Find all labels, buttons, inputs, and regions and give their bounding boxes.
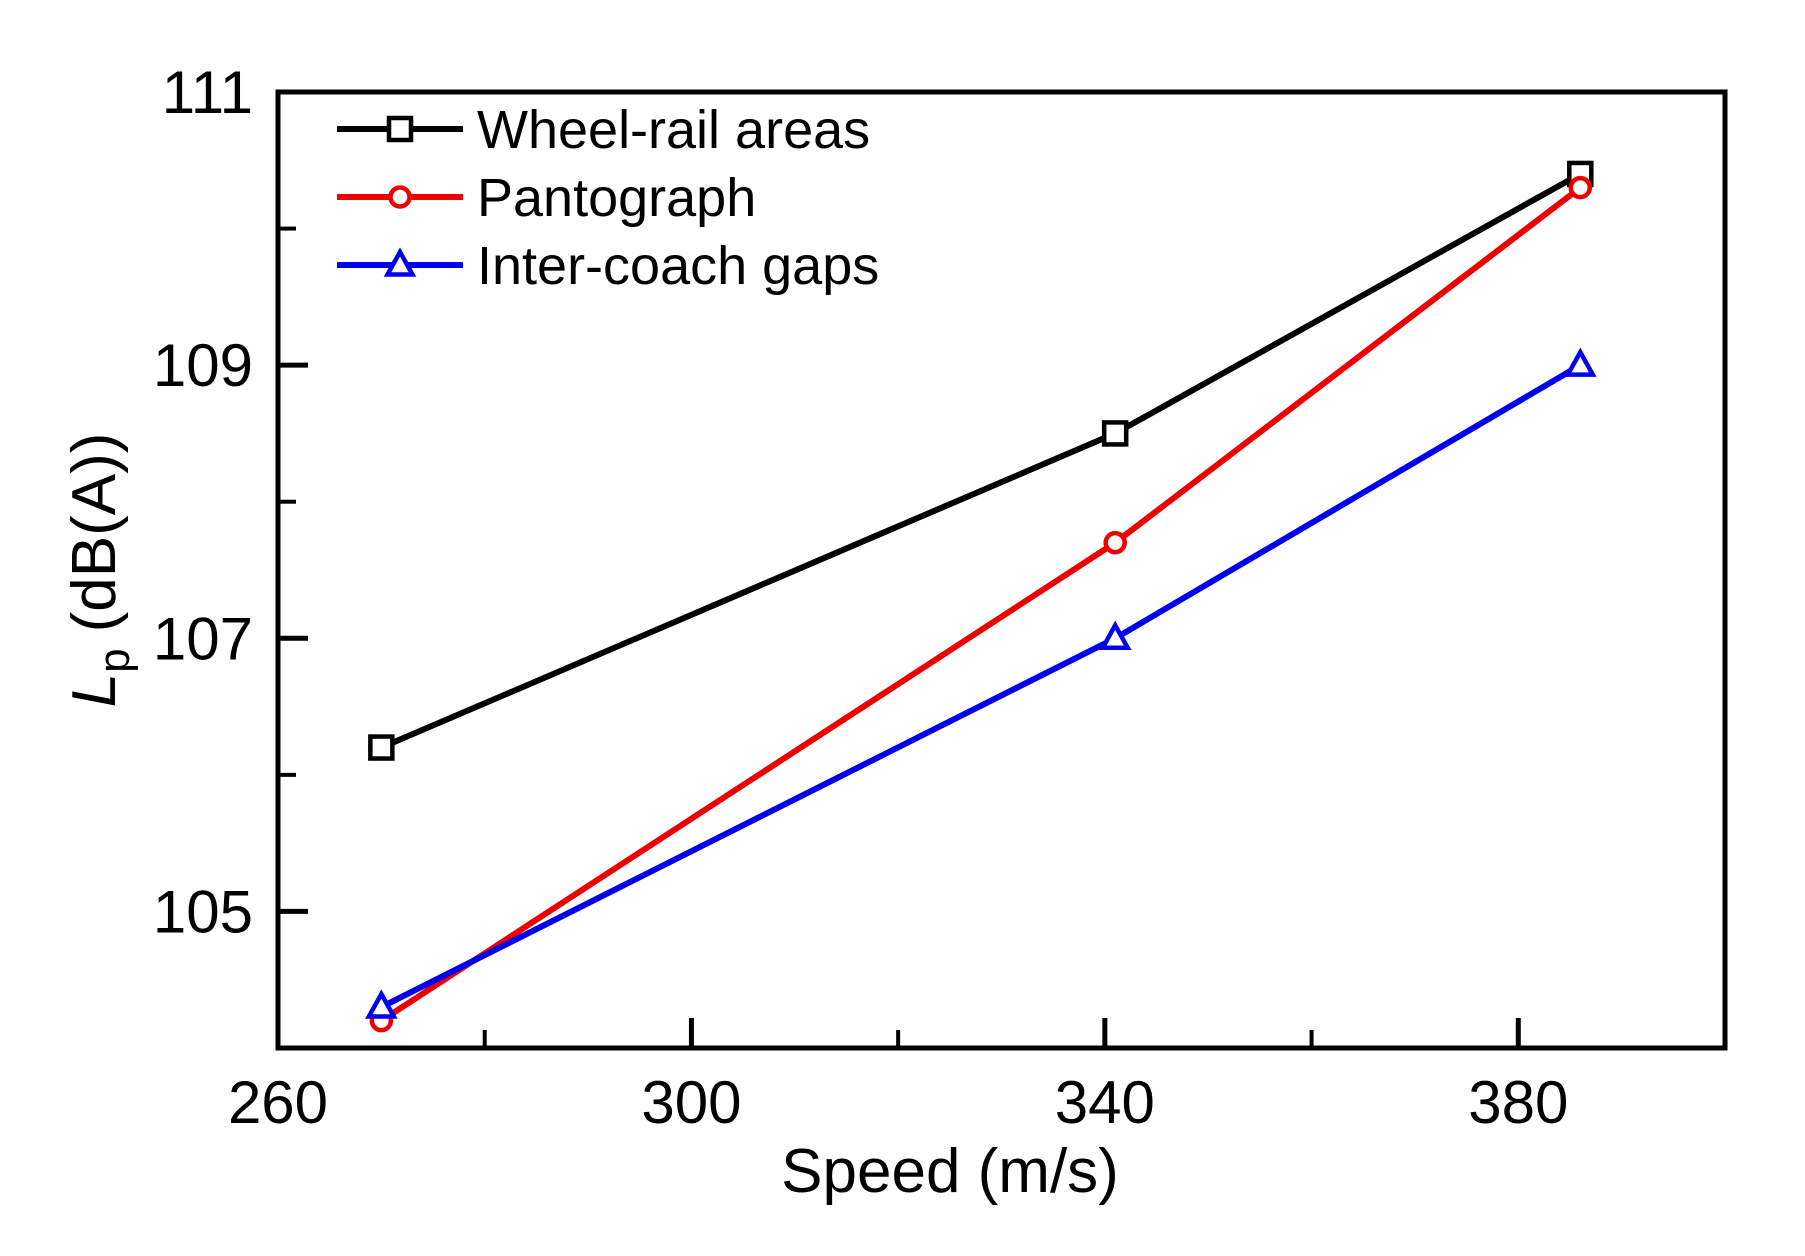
legend-label-wheel-rail-areas: Wheel-rail areas bbox=[477, 100, 870, 160]
marker-wheel-rail-areas-0 bbox=[368, 734, 395, 761]
y-tick-label-107: 107 bbox=[153, 605, 253, 672]
marker-inter-coach-gaps-1 bbox=[1098, 620, 1132, 651]
y-tick-label-105: 105 bbox=[153, 878, 253, 945]
legend-item-pantograph: Pantograph bbox=[337, 168, 756, 228]
legend-marker-wheel-rail-areas bbox=[386, 115, 414, 143]
x-tick-label-260: 260 bbox=[228, 1069, 328, 1136]
y-tick-label-109: 109 bbox=[153, 332, 253, 399]
legend-item-wheel-rail-areas: Wheel-rail areas bbox=[337, 100, 870, 160]
legend: Wheel-rail areas Pantograph Inter-coach ga… bbox=[337, 100, 879, 296]
legend-label-inter-coach-gaps: Inter-coach gaps bbox=[477, 236, 879, 296]
marker-pantograph-2 bbox=[1568, 175, 1593, 200]
marker-inter-coach-gaps-0 bbox=[365, 989, 398, 1019]
y-axis-title: Lp(dB(A)) bbox=[60, 433, 139, 708]
marker-inter-coach-gaps-2 bbox=[1563, 347, 1597, 377]
x-tick-label-380: 380 bbox=[1468, 1069, 1568, 1136]
marker-pantograph-1 bbox=[1103, 530, 1127, 555]
y-tick-label-111: 111 bbox=[162, 59, 253, 126]
legend-marker-inter-coach-gaps bbox=[383, 247, 417, 277]
plot-box bbox=[275, 89, 1728, 1051]
legend-label-pantograph: Pantograph bbox=[477, 168, 756, 228]
marker-wheel-rail-areas-1 bbox=[1101, 420, 1129, 447]
x-tick-label-340: 340 bbox=[1055, 1069, 1155, 1136]
x-axis-title: Speed (m/s) bbox=[781, 1137, 1119, 1206]
legend-item-inter-coach-gaps: Inter-coach gaps bbox=[337, 236, 879, 296]
x-tick-label-300: 300 bbox=[641, 1069, 741, 1136]
legend-marker-pantograph bbox=[388, 185, 412, 209]
